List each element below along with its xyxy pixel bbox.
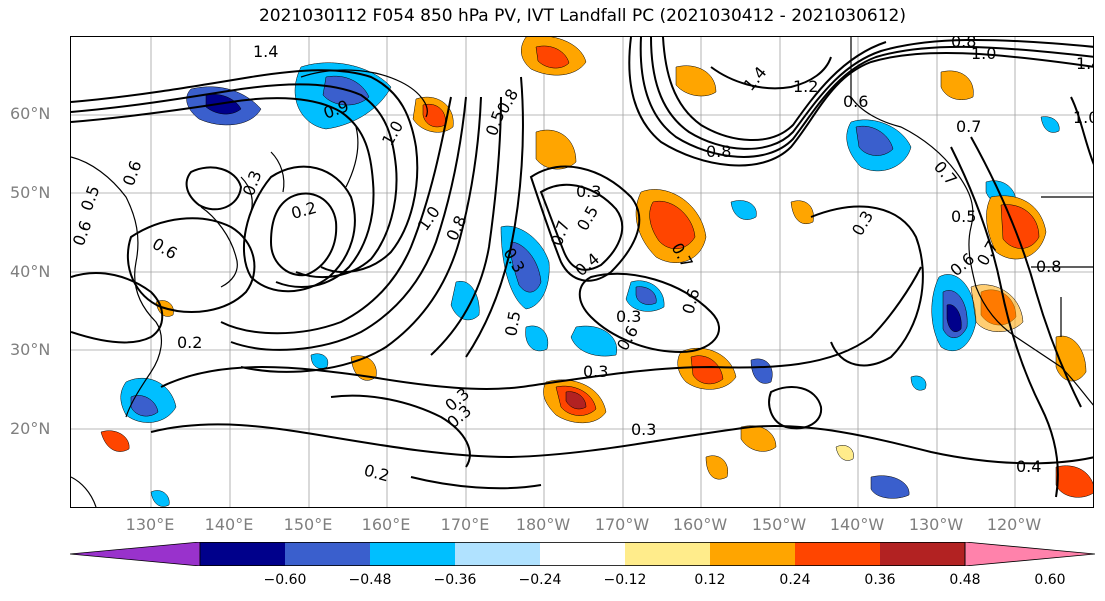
pv-contours <box>71 37 1093 498</box>
colorbar-tick-label: 0.12 <box>694 572 726 588</box>
colorbar-tick-label: −0.36 <box>433 572 477 588</box>
lon-label: 150°W <box>751 515 807 534</box>
contour-label: 0.3 <box>239 168 266 198</box>
contour-label: 1.4 <box>740 63 771 95</box>
lon-label: 120°W <box>986 515 1042 534</box>
lon-label: 150°E <box>283 515 333 534</box>
colorbar-tick-label: −0.60 <box>263 572 307 588</box>
contour-label: 1.4 <box>253 42 278 61</box>
colorbar-bin <box>285 542 370 566</box>
contour-label: 0.3 <box>576 182 601 201</box>
lon-label: 180°W <box>515 515 571 534</box>
lon-label: 140°W <box>829 515 885 534</box>
contour-label: 0.3 <box>631 420 656 439</box>
lon-label: 170°W <box>594 515 650 534</box>
lat-label: 40°N <box>10 262 51 281</box>
colorbar-bin <box>795 542 880 566</box>
lon-label: 140°E <box>204 515 254 534</box>
lon-label: 130°W <box>908 515 964 534</box>
lon-label: 160°W <box>672 515 728 534</box>
map-canvas: 1.4 1.0 0.9 0.6 0.5 0.6 0.3 0.2 1.0 0.8 … <box>71 37 1094 507</box>
coastlines <box>71 37 1093 507</box>
figure-title: 2021030112 F054 850 hPa PV, IVT Landfall… <box>258 6 906 26</box>
colorbar-bin <box>625 542 710 566</box>
contour-label: 0.2 <box>289 198 319 223</box>
lat-label: 20°N <box>10 419 51 438</box>
colorbar-bin <box>200 542 285 566</box>
lon-label: 130°E <box>125 515 175 534</box>
contour-label: 0.2 <box>177 333 202 352</box>
colorbar-extend-low <box>70 542 201 566</box>
contour-label: 1.0 <box>971 44 996 63</box>
contour-label: 0.8 <box>706 142 731 161</box>
contour-label: 0.7 <box>956 117 981 136</box>
contour-label: 0.6 <box>149 234 181 263</box>
contour-label: 0.6 <box>843 92 868 111</box>
colorbar <box>70 542 1095 566</box>
contour-label: 0.7 <box>547 218 574 248</box>
colorbar-bin <box>540 542 625 566</box>
contour-label: 0.5 <box>77 183 104 213</box>
colorbar-extend-high <box>964 542 1095 566</box>
lon-label: 160°E <box>361 515 411 534</box>
contour-label: 0.6 <box>71 218 95 248</box>
colorbar-segments <box>70 542 1095 566</box>
contour-label: 1.0 <box>378 117 407 149</box>
contour-label: 0.3 <box>848 207 877 239</box>
contour-label: 1.4 <box>1076 54 1094 73</box>
lat-label: 30°N <box>10 340 51 359</box>
lat-label: 60°N <box>10 104 51 123</box>
contour-label: 0.8 <box>951 37 976 51</box>
gridlines <box>71 37 1093 507</box>
positive-anomaly-shading <box>100 37 1093 498</box>
contour-label: 0.8 <box>1036 257 1061 276</box>
contour-label: 0.5 <box>573 202 602 234</box>
colorbar-tick-label: −0.24 <box>518 572 562 588</box>
colorbar-bin <box>880 542 965 566</box>
colorbar-tick-label: −0.12 <box>603 572 647 588</box>
colorbar-outline <box>199 542 966 566</box>
colorbar-bin <box>710 542 795 566</box>
lat-label: 50°N <box>10 183 51 202</box>
negative-anomaly-shading <box>120 62 1060 507</box>
colorbar-bin <box>455 542 540 566</box>
colorbar-tick-label: 0.60 <box>1034 572 1066 588</box>
contour-label: 0.3 <box>616 307 641 326</box>
contour-label: 0.5 <box>951 207 976 226</box>
contour-label: 0.7 <box>930 157 961 189</box>
contour-label: 0.6 <box>119 158 146 188</box>
colorbar-tick-label: −0.48 <box>348 572 392 588</box>
contour-label: 0.6 <box>613 322 642 354</box>
contour-label: 1.0 <box>1073 108 1094 127</box>
contour-label: 0.3 <box>583 362 608 381</box>
colorbar-tick-label: 0.48 <box>949 572 981 588</box>
contour-label: 1.2 <box>793 77 818 96</box>
colorbar-tick-label: 0.36 <box>864 572 896 588</box>
lon-label: 170°E <box>440 515 490 534</box>
colorbar-tick-label: 0.24 <box>779 572 811 588</box>
map-panel: 1.4 1.0 0.9 0.6 0.5 0.6 0.3 0.2 1.0 0.8 … <box>70 36 1094 508</box>
contour-label: 0.5 <box>501 309 524 337</box>
colorbar-bin <box>370 542 455 566</box>
contour-label: 0.4 <box>1016 457 1041 476</box>
